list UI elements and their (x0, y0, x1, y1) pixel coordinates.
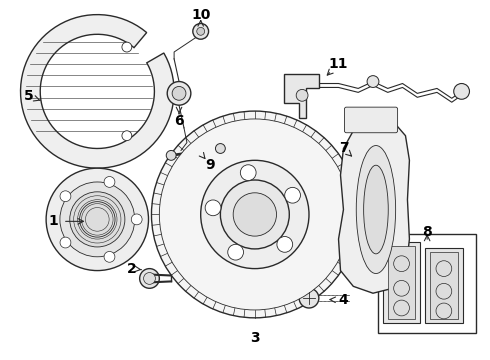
Circle shape (166, 150, 176, 160)
Circle shape (122, 131, 132, 141)
Circle shape (193, 23, 209, 39)
Text: 5: 5 (24, 89, 33, 103)
Circle shape (131, 214, 142, 225)
Circle shape (285, 187, 300, 203)
Text: 7: 7 (339, 141, 348, 156)
Polygon shape (284, 74, 319, 118)
Circle shape (299, 288, 319, 308)
Polygon shape (21, 15, 174, 168)
Text: 6: 6 (174, 114, 184, 128)
Bar (430, 252, 458, 319)
Circle shape (122, 42, 132, 52)
Circle shape (233, 193, 276, 236)
FancyBboxPatch shape (344, 107, 397, 133)
Circle shape (151, 111, 358, 318)
Text: 8: 8 (422, 225, 432, 239)
Circle shape (220, 180, 289, 249)
Text: 10: 10 (191, 8, 210, 22)
Text: 3: 3 (250, 330, 260, 345)
Text: 4: 4 (339, 293, 348, 307)
Circle shape (201, 160, 309, 269)
Circle shape (60, 182, 135, 257)
Bar (425, 248, 463, 323)
Text: 1: 1 (48, 214, 58, 228)
Ellipse shape (364, 165, 388, 254)
Circle shape (70, 192, 125, 247)
Circle shape (205, 200, 221, 216)
Polygon shape (339, 119, 410, 293)
Text: 2: 2 (127, 262, 137, 276)
Bar (378, 234, 476, 333)
Bar (383, 242, 420, 323)
Circle shape (228, 244, 244, 260)
Bar (388, 246, 416, 319)
Circle shape (367, 76, 379, 87)
Circle shape (60, 191, 71, 202)
Circle shape (172, 86, 186, 100)
Circle shape (159, 119, 350, 310)
Circle shape (79, 202, 115, 237)
Text: 11: 11 (329, 57, 348, 71)
Circle shape (454, 84, 469, 99)
Circle shape (167, 82, 191, 105)
Text: 9: 9 (206, 158, 215, 172)
Circle shape (140, 269, 159, 288)
Circle shape (46, 168, 148, 271)
Circle shape (104, 176, 115, 187)
Circle shape (104, 251, 115, 262)
Circle shape (296, 89, 308, 101)
Circle shape (277, 237, 293, 252)
Circle shape (144, 273, 155, 284)
Circle shape (241, 165, 256, 180)
Circle shape (216, 144, 225, 153)
Circle shape (60, 237, 71, 248)
Circle shape (197, 27, 205, 35)
Ellipse shape (356, 145, 395, 274)
